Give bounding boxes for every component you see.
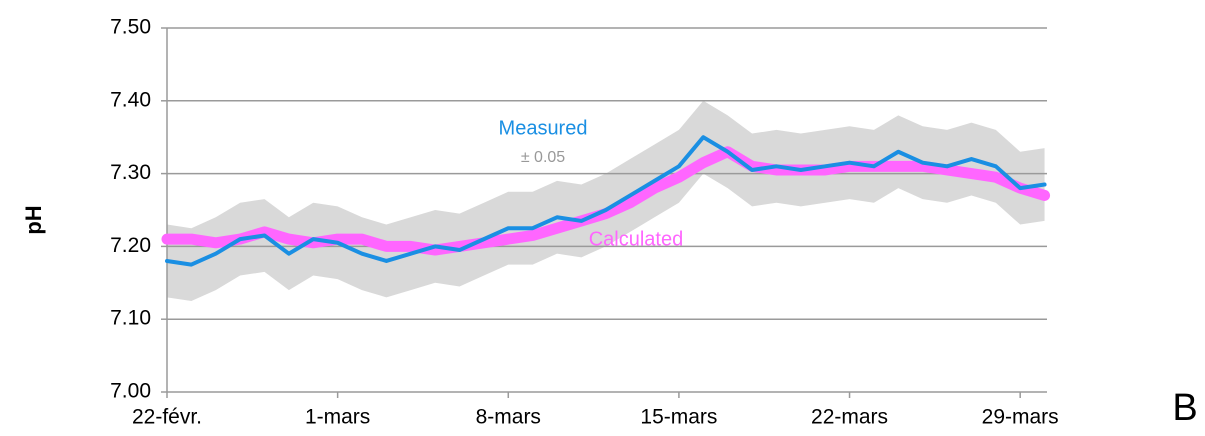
grid-layer: 7.00 7.10 7.20 7.30 7.40 7.50 22-févr. 1-mars 8-… bbox=[110, 16, 1059, 429]
x-tick-label: 29-mars bbox=[982, 406, 1059, 429]
lines-layer bbox=[161, 135, 1051, 267]
series-line bbox=[165, 135, 1047, 267]
band-layer bbox=[167, 100, 1045, 301]
y-tick-label: 7.30 bbox=[110, 161, 151, 184]
x-tick-label: 1-mars bbox=[305, 406, 370, 429]
y-tick-label: 7.20 bbox=[110, 234, 151, 257]
y-tick-label: 7.50 bbox=[110, 16, 151, 39]
series-label: Calculated bbox=[589, 228, 684, 250]
x-tick-label: 15-mars bbox=[640, 406, 717, 429]
y-axis-label: pH bbox=[21, 205, 46, 234]
x-tick-label: 22-févr. bbox=[132, 406, 202, 429]
band-label: ± 0.05 bbox=[521, 149, 565, 166]
y-tick-label: 7.40 bbox=[110, 88, 151, 111]
x-tick-label: 8-mars bbox=[476, 406, 541, 429]
y-tick-label: 7.00 bbox=[110, 380, 151, 403]
x-tick-label: 22-mars bbox=[811, 406, 888, 429]
series-line bbox=[161, 146, 1051, 256]
y-tick-label: 7.10 bbox=[110, 307, 151, 330]
panel-label: B bbox=[1172, 387, 1197, 429]
series-label: Measured bbox=[499, 117, 588, 139]
error-band bbox=[167, 100, 1045, 301]
